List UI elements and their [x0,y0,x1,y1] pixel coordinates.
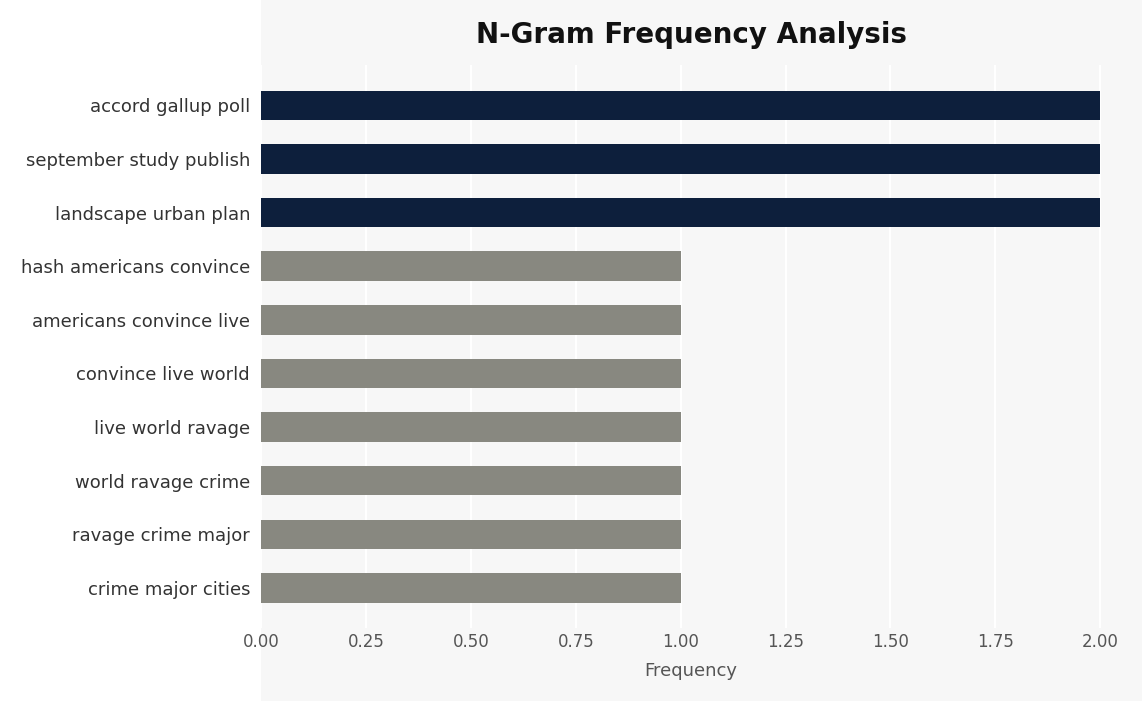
Bar [262,412,681,442]
Bar [262,90,1100,120]
Bar [262,359,681,388]
Bar [262,252,681,281]
Bar [262,144,1100,174]
Bar [262,198,1100,227]
Bar [262,466,681,496]
Title: N-Gram Frequency Analysis: N-Gram Frequency Analysis [476,21,907,49]
Bar [262,305,681,334]
Bar [262,519,681,549]
X-axis label: Frequency: Frequency [645,662,738,680]
Bar [262,573,681,603]
